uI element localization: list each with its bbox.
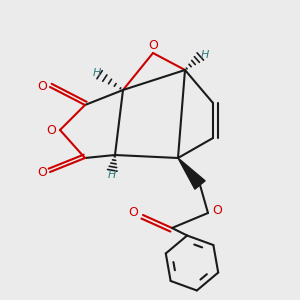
Text: H: H — [108, 170, 116, 180]
Text: O: O — [47, 124, 56, 136]
Text: O: O — [128, 206, 138, 218]
Text: O: O — [148, 39, 158, 52]
Text: O: O — [37, 166, 47, 178]
Text: H: H — [201, 50, 209, 60]
Polygon shape — [178, 158, 205, 189]
Text: O: O — [37, 80, 47, 94]
Text: H: H — [93, 68, 101, 78]
Text: O: O — [212, 203, 222, 217]
